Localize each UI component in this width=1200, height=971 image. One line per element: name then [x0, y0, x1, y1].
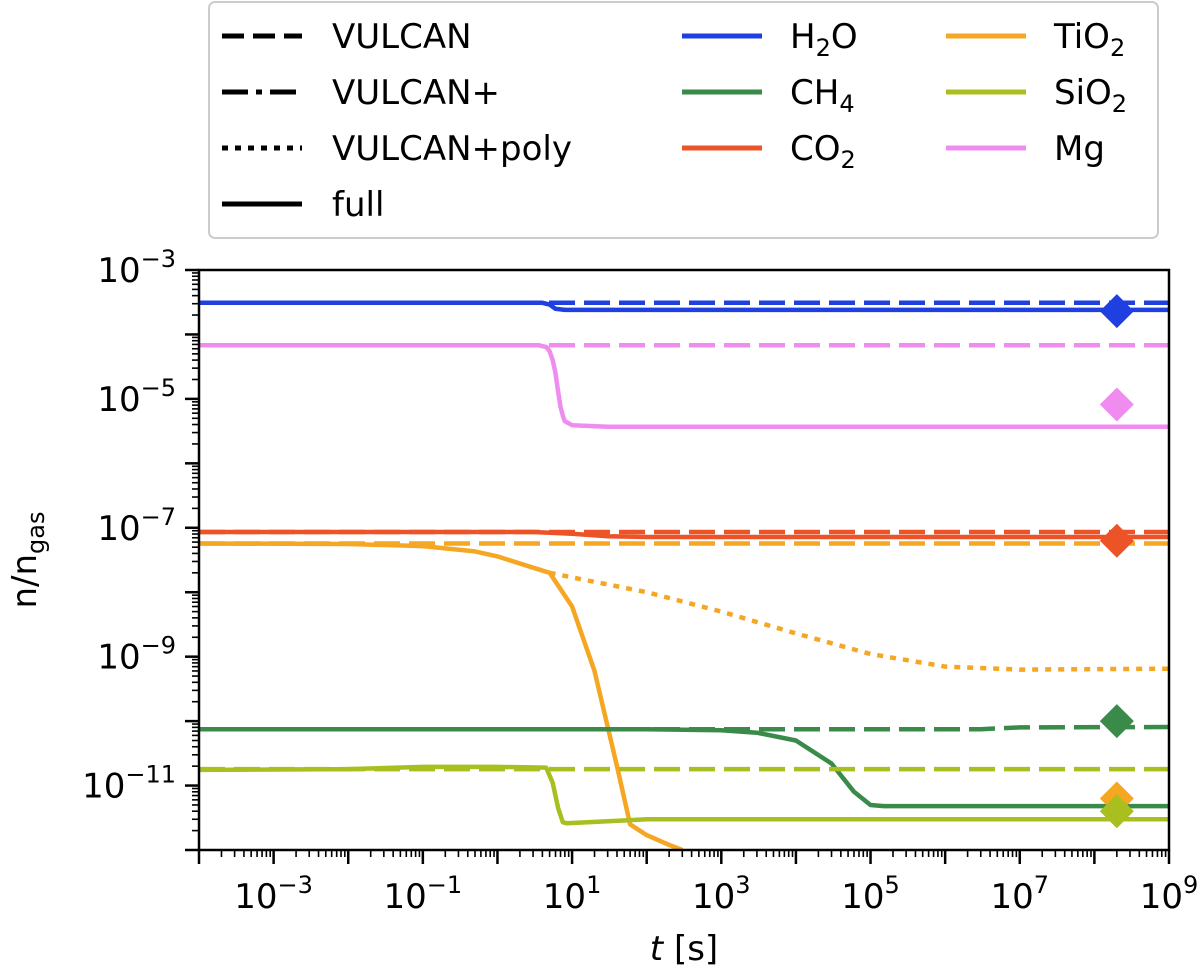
series-line-sio2-solid [199, 764, 1169, 826]
marker-sio2 [1099, 794, 1134, 829]
plot-area: 10−3 10−1 101 103 105 107 109 10−3 10−5 10−7 10−9 1… [82, 245, 1198, 917]
y-axis-label: n/ngas [5, 511, 50, 608]
legend-label-co2: CO2 [790, 129, 856, 174]
y-tick-label: 10−5 [97, 374, 176, 420]
marker-h2o [1099, 294, 1134, 329]
series-line-h2o-solid [199, 300, 1169, 313]
marker-co2 [1099, 523, 1134, 558]
y-tick-label: 10−9 [97, 632, 176, 678]
y-tick-label: 10−7 [97, 503, 176, 549]
x-tick-label: 10−1 [384, 871, 463, 917]
legend-label-full: full [332, 185, 384, 225]
legend-label-vulcan: VULCAN [332, 17, 472, 57]
legend-label-mg: Mg [1054, 129, 1105, 169]
x-tick-label: 103 [692, 871, 751, 917]
x-tick-label: 101 [543, 871, 602, 917]
legend-label-ch4: CH4 [790, 73, 855, 118]
series-line-co2-solid [199, 529, 1169, 540]
marker-mg [1099, 387, 1134, 422]
x-tick-label: 105 [841, 871, 900, 917]
legend: VULCAN VULCAN+ VULCAN+poly full H2O CH4 … [208, 1, 1159, 239]
legend-label-vulcan-poly: VULCAN+poly [332, 129, 572, 169]
legend-label-vulcan-plus: VULCAN+ [332, 73, 500, 113]
marker-layer [1099, 294, 1134, 829]
series-line-tio2-dotted [549, 570, 1169, 672]
y-tick-label: 10−3 [97, 245, 176, 291]
marker-ch4 [1099, 704, 1134, 739]
series-line-tio2-solid [199, 541, 684, 850]
y-tick-label: 10−11 [82, 761, 176, 807]
legend-frame [208, 1, 1159, 239]
series-line-mg-solid [199, 342, 1169, 429]
x-tick-label: 109 [1140, 871, 1199, 917]
x-tick-label: 107 [990, 871, 1049, 917]
legend-label-tio2: TiO2 [1053, 17, 1125, 62]
plot-frame [197, 268, 1171, 852]
x-tick-label: 10−3 [234, 871, 313, 917]
x-axis-label: t [s] [650, 929, 718, 969]
tick-layer: 10−3 10−1 101 103 105 107 109 10−3 10−5 10−7 10−9 1… [82, 245, 1198, 917]
series-layer [199, 300, 1169, 850]
legend-label-sio2: SiO2 [1054, 73, 1127, 118]
series-line-ch4-solid [199, 726, 1169, 809]
legend-label-h2o: H2O [790, 17, 858, 62]
